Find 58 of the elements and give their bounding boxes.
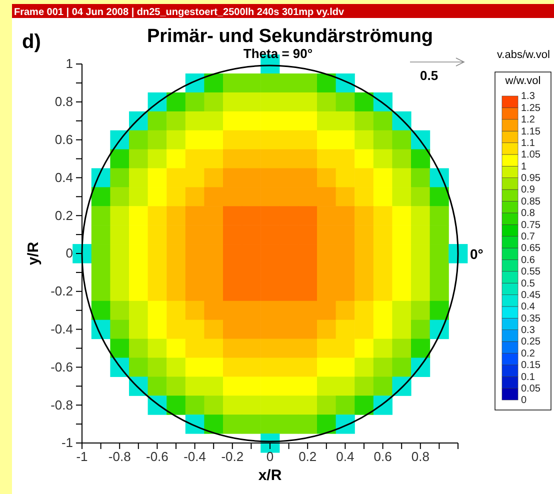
color-bar-label: 0.65 <box>521 243 541 254</box>
y-tick-label: 0.6 <box>54 132 73 147</box>
y-tick-label: -1 <box>61 435 73 450</box>
color-bar-label: 0 <box>521 395 527 406</box>
y-tick-label: 0.8 <box>54 94 73 110</box>
color-bar-label: 0.6 <box>521 254 536 266</box>
x-tick-label: 0.6 <box>374 449 392 464</box>
color-bar-label: 1.3 <box>521 91 536 102</box>
color-bar-label: 0.85 <box>521 196 541 208</box>
x-axis-title: x/R <box>258 467 282 484</box>
y-tick-label: 0.4 <box>54 170 73 185</box>
y-tick-label: 1 <box>66 56 73 72</box>
color-bar-label: 0.8 <box>521 208 536 220</box>
x-tick-label: 0.4 <box>336 449 354 464</box>
color-bar-label: 0.9 <box>521 184 536 196</box>
x-tick-label: -1 <box>76 449 88 464</box>
y-tick-label: -0.4 <box>50 321 73 336</box>
color-bar-label: 0.5 <box>521 278 536 290</box>
x-tick-label: -0.2 <box>221 449 244 464</box>
annotation: 0.5 <box>420 68 438 83</box>
chart-title: Primär- und Sekundärströmung <box>146 26 434 47</box>
color-bar-label: 0.4 <box>521 302 536 313</box>
y-axis-title: y/R <box>25 242 42 266</box>
color-bar-label: 1 <box>521 161 527 172</box>
color-bar-label: 0.25 <box>521 336 541 348</box>
color-bar-label: 1.1 <box>521 138 536 149</box>
x-tick-label: 0.2 <box>298 449 317 464</box>
x-tick-label: -0.8 <box>108 449 131 464</box>
color-bar-label: 1.25 <box>521 102 541 114</box>
x-tick-label: 0.8 <box>411 449 430 464</box>
color-bar-label: 0.45 <box>521 290 541 301</box>
x-tick-label: 0 <box>266 449 274 464</box>
color-bar-label: 0.05 <box>521 384 541 395</box>
color-bar-label: 0.3 <box>521 325 536 336</box>
color-bar-label: 0.95 <box>521 173 541 184</box>
text: d) <box>22 31 41 53</box>
y-tick-label: -0.6 <box>50 359 73 374</box>
y-tick-label: 0 <box>66 246 73 261</box>
y-tick-label: -0.8 <box>50 397 73 412</box>
color-bar-title: w/w.vol <box>504 75 541 87</box>
color-bar-label: 1.2 <box>521 114 536 126</box>
y-tick-label: -0.2 <box>50 284 73 299</box>
color-bar-label: 0.35 <box>521 313 541 324</box>
color-bar-label: 0.1 <box>521 372 536 383</box>
text: Frame 001 | 04 Jun 2008 | dn25_ungestoert_2500lh 240s 301mp vy.ldv <box>14 7 344 18</box>
chart-subtitle: Theta = 90° <box>243 46 313 61</box>
text: v.abs/w.vol <box>497 49 550 61</box>
color-bar-label: 0.55 <box>521 266 541 278</box>
color-bar-label: 0.15 <box>521 360 541 372</box>
x-tick-label: -0.4 <box>184 449 206 464</box>
x-tick-label: -0.6 <box>146 449 168 464</box>
color-bar-label: 0.2 <box>521 348 536 360</box>
color-bar-label: 1.05 <box>521 150 541 161</box>
color-bar-label: 1.15 <box>521 126 541 138</box>
y-tick-label: 0.2 <box>54 208 73 223</box>
color-bar-label: 0.7 <box>521 232 536 243</box>
color-bar-label: 0.75 <box>521 220 541 231</box>
text: 0° <box>470 246 484 262</box>
